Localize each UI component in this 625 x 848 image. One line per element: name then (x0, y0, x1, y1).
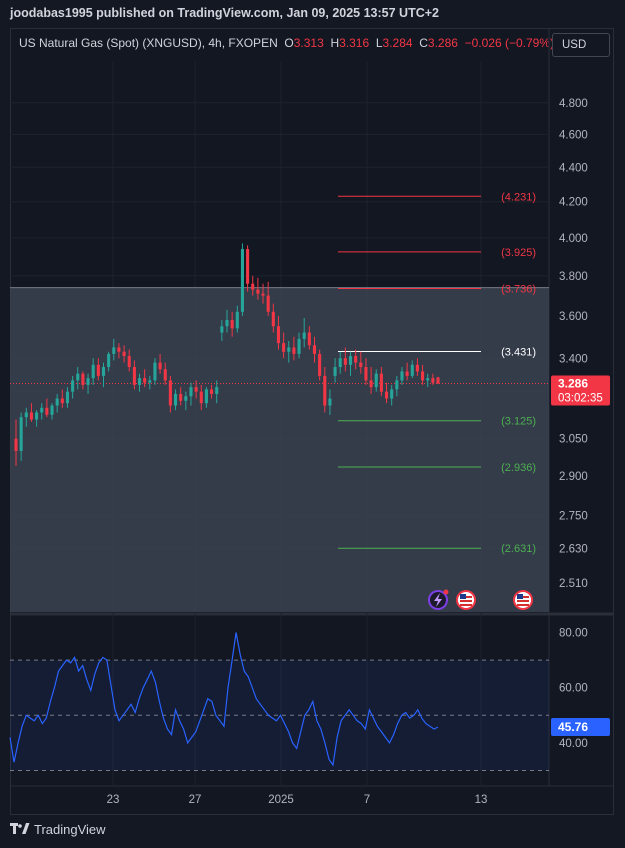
change-value: −0.026 (−0.79%) (464, 36, 554, 50)
high-label: H (330, 36, 340, 50)
footer-brand[interactable]: TradingView (34, 822, 106, 837)
symbol-legend: US Natural Gas (Spot) (XNGUSD), 4h, FXOP… (19, 36, 571, 50)
publisher-line: joodabas1995 published on TradingView.co… (10, 6, 439, 20)
chart-frame (10, 28, 614, 815)
open-label: O (284, 36, 294, 50)
footer: TradingView (10, 822, 106, 837)
high-value: 3.316 (339, 36, 370, 50)
low-label: L (375, 36, 383, 50)
tradingview-logo-icon (10, 823, 30, 834)
open-value: 3.313 (293, 36, 324, 50)
close-label: C (419, 36, 428, 50)
low-value: 3.284 (382, 36, 413, 50)
currency-button[interactable]: USD (552, 33, 610, 57)
symbol-name[interactable]: US Natural Gas (Spot) (XNGUSD), 4h, FXOP… (19, 36, 278, 50)
close-value: 3.286 (427, 36, 458, 50)
